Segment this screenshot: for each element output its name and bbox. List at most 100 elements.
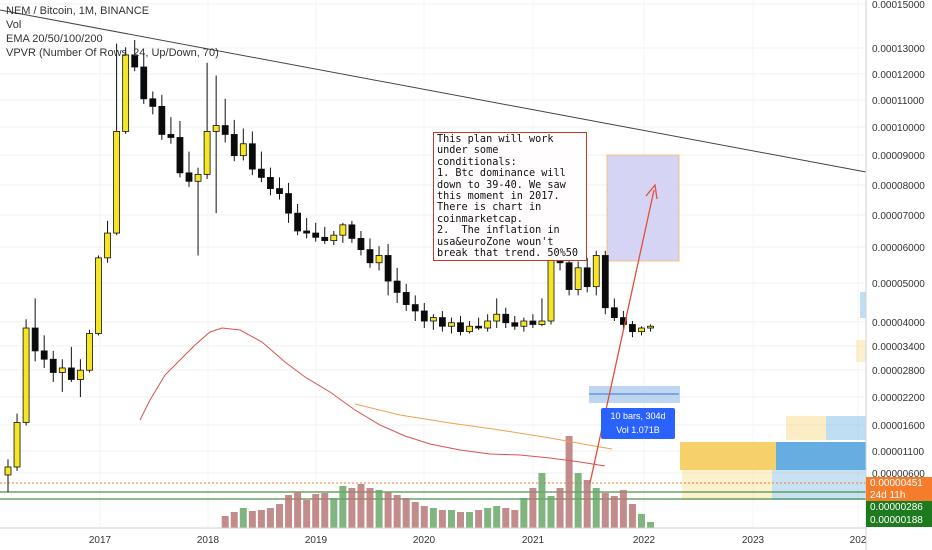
candle-body <box>321 236 329 241</box>
candle-body <box>257 168 265 178</box>
candle-body <box>502 313 510 324</box>
candle-body <box>375 255 383 264</box>
volume-indicator-label[interactable]: Vol <box>6 19 22 31</box>
candle-body <box>104 232 111 259</box>
vpvr-bar <box>680 442 776 470</box>
measure-volume-label: Vol 1.071B <box>616 425 660 435</box>
candles <box>4 40 654 492</box>
y-tick-label: 0.00015000 <box>872 0 925 11</box>
candle-body <box>574 267 582 290</box>
candle-body <box>267 177 274 189</box>
candle-body <box>303 230 311 234</box>
volume-bar <box>339 486 347 528</box>
volume-bar <box>348 488 356 528</box>
candle-body <box>176 137 184 174</box>
volume-bars <box>221 436 655 528</box>
candle-body <box>221 125 229 135</box>
candle-body <box>583 267 591 288</box>
vpvr-bar <box>772 470 866 500</box>
volume-bar <box>393 495 401 528</box>
projection-arrow[interactable] <box>589 189 655 484</box>
candle-body <box>592 255 600 288</box>
trendline[interactable] <box>0 9 867 173</box>
volume-bar <box>502 508 510 528</box>
last-price-tag: 0.00000451 <box>866 477 932 490</box>
vpvr-bar <box>776 442 866 470</box>
volume-bar <box>493 506 501 528</box>
y-tick-label: 0.00004000 <box>872 318 925 329</box>
x-tick-label: 2022 <box>633 535 656 546</box>
candle-body <box>411 304 419 312</box>
volume-bar <box>221 516 229 528</box>
vpvr-indicator-label[interactable]: VPVR (Number Of Rows, 24, Up/Down, 70) <box>6 47 219 59</box>
volume-bar <box>357 484 365 528</box>
ema-indicator-label[interactable]: EMA 20/50/100/200 <box>6 33 103 45</box>
candle-body <box>366 249 374 264</box>
y-axis-labels: 0.00015000 0.00013000 0.00012000 0.00011000… <box>872 0 925 480</box>
volume-bar <box>529 488 537 528</box>
candle-body <box>529 320 537 325</box>
level-tag-1: 0.00000286 <box>866 501 932 514</box>
candle-body <box>629 324 636 333</box>
y-tick-label: 0.00005000 <box>872 279 925 290</box>
volume-bar <box>402 498 410 528</box>
volume-bar <box>230 512 238 528</box>
measure-tooltip: 10 bars, 304d Vol 1.071B <box>601 408 675 439</box>
candle-body <box>95 257 102 334</box>
candle-body <box>77 369 84 380</box>
candle-body <box>58 367 66 373</box>
candle-body <box>31 327 39 352</box>
symbol-title[interactable]: NEM / Bitcoin, 1M, BINANCE <box>6 5 150 17</box>
y-tick-label: 0.00008000 <box>872 181 925 192</box>
volume-bar <box>312 494 320 528</box>
candle-body <box>194 173 202 182</box>
y-tick-label: 0.00009000 <box>872 151 925 162</box>
volume-bar <box>321 493 329 528</box>
y-tick-label: 0.00007000 <box>872 211 925 222</box>
chart-legend: NEM / Bitcoin, 1M, BINANCE Vol EMA 20/50… <box>6 4 219 60</box>
candle-body <box>185 172 193 182</box>
volume-bar <box>375 490 383 528</box>
candle-body <box>547 257 555 322</box>
volume-bar <box>610 496 618 528</box>
vpvr-bar <box>856 340 866 362</box>
level-tag-2: 0.00000188 <box>866 514 932 527</box>
candle-body <box>13 422 21 468</box>
volume-bar <box>647 522 655 528</box>
x-tick-label: 2017 <box>89 535 112 546</box>
candle-body <box>348 224 356 239</box>
y-tick-label: 0.00002200 <box>872 393 925 404</box>
annotation-note[interactable]: This plan will work under some condition… <box>433 132 587 262</box>
candle-body <box>239 143 247 157</box>
vpvr-bar <box>826 416 866 440</box>
candle-body <box>339 224 347 236</box>
candle-body <box>203 131 211 175</box>
volume-bar <box>628 504 636 528</box>
candle-body <box>40 350 48 360</box>
volume-bar <box>420 506 428 528</box>
candle-body <box>67 367 75 380</box>
volume-profile <box>680 292 866 500</box>
projection-arrowhead <box>645 183 658 200</box>
candle-body <box>638 327 645 333</box>
volume-bar <box>330 498 338 528</box>
target-zone[interactable] <box>606 154 680 262</box>
candle-body <box>49 358 57 373</box>
candle-body <box>330 234 338 241</box>
x-axis-labels: 2017 2018 2019 2020 2021 2022 2023 202 <box>89 535 867 546</box>
candle-body <box>276 188 283 194</box>
volume-bar <box>565 436 573 528</box>
volume-bar <box>466 512 474 528</box>
candle-body <box>565 262 573 290</box>
candle-body <box>167 134 175 138</box>
volume-bar <box>601 493 609 528</box>
y-tick-label: 0.00000600 <box>872 469 925 480</box>
candle-body <box>131 54 139 68</box>
candle-body <box>438 317 446 327</box>
x-tick-label: 2023 <box>742 535 765 546</box>
y-tick-label: 0.00002800 <box>872 366 925 377</box>
x-tick-label: 2019 <box>305 535 328 546</box>
candle-body <box>493 313 501 322</box>
candle-body <box>610 307 618 318</box>
